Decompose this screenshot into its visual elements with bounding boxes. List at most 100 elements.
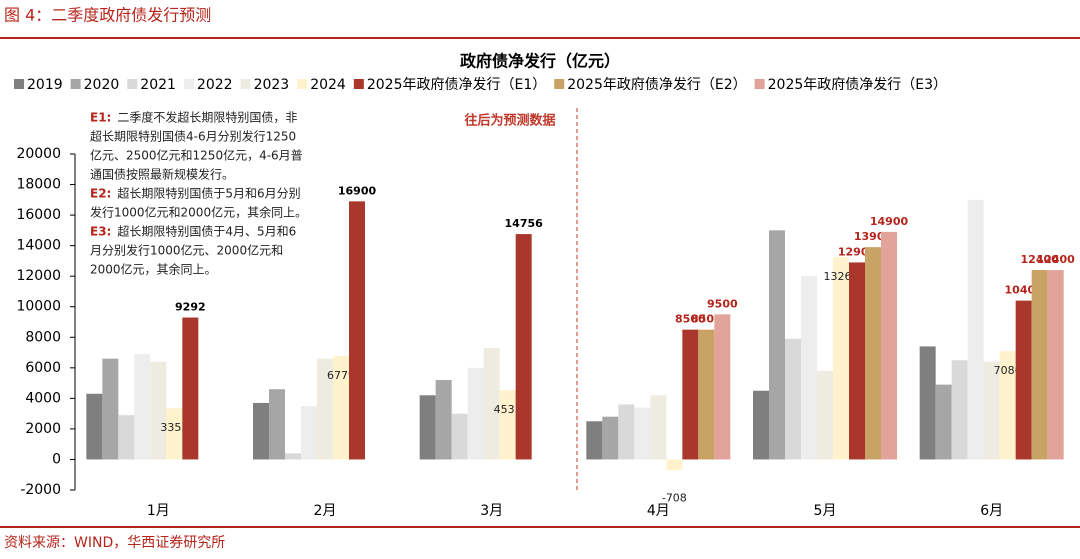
bar: [951, 360, 968, 460]
y-tick-label: 6000: [25, 360, 61, 376]
source: 资料来源：WIND，华西证券研究所: [4, 535, 225, 551]
x-tick-label: 3月: [480, 503, 503, 519]
x-tick-label: 1月: [147, 503, 170, 519]
x-tick-label: 4月: [647, 503, 670, 519]
bar: [919, 346, 936, 460]
legend-swatch: [70, 79, 81, 89]
bar: [650, 395, 667, 460]
bar: [182, 317, 199, 460]
data-label: 7086: [994, 364, 1022, 377]
bar: [102, 358, 119, 460]
data-label: 12400: [1037, 253, 1076, 266]
bar: [967, 199, 984, 460]
bar: [935, 384, 952, 460]
legend-label: 2019: [27, 77, 63, 93]
bar: [467, 367, 484, 460]
legend-swatch: [240, 79, 251, 89]
data-label: 4533: [494, 403, 522, 416]
bar: [349, 201, 365, 460]
y-tick-label: 4000: [25, 390, 61, 406]
bar: [817, 370, 833, 460]
bar: [618, 404, 635, 460]
header-title: 图 4：二季度政府债发行预测: [4, 6, 211, 25]
bar: [483, 347, 500, 460]
bar: [865, 247, 881, 460]
bar: [166, 408, 183, 460]
note-label: E3:: [90, 225, 111, 239]
y-tick-label: 20000: [16, 146, 61, 162]
forecast-note: 往后为预测数据: [464, 113, 555, 129]
legend-swatch: [754, 79, 765, 89]
y-tick-label: 0: [52, 451, 61, 467]
bar: [285, 453, 301, 460]
bar: [698, 329, 715, 460]
data-label: 6779: [327, 369, 355, 382]
bar: [1031, 270, 1048, 460]
data-label: -708: [662, 491, 687, 504]
note-line: 月分别发行1000亿元、2000亿元和: [90, 243, 283, 258]
legend-label: 2023: [254, 77, 290, 93]
note-line: 超长期限特别国债4-6月分别发行1250: [90, 129, 296, 144]
note-label: E1:: [90, 111, 111, 125]
y-tick-label: 18000: [16, 177, 61, 193]
bar: [801, 276, 817, 460]
bar: [586, 421, 603, 460]
data-label: 8500: [675, 313, 706, 326]
bar: [317, 358, 333, 460]
note-line: 亿元、2500亿元和1250亿元，4-6月普: [90, 148, 303, 163]
legend-swatch: [297, 79, 308, 89]
bar: [86, 393, 103, 460]
y-tick-label: 16000: [16, 207, 61, 223]
bar: [666, 459, 683, 471]
legend-label: 2024: [310, 77, 346, 93]
legend-label: 2020: [84, 77, 120, 93]
x-tick-label: 6月: [980, 503, 1003, 519]
x-tick-label: 2月: [314, 503, 337, 519]
y-tick-label: -2000: [20, 482, 61, 498]
legend-swatch: [353, 79, 364, 89]
y-tick-label: 14000: [16, 238, 61, 254]
bar: [150, 361, 167, 460]
data-label: 9500: [707, 297, 738, 310]
data-label: 12400: [1021, 253, 1060, 266]
bar: [1047, 270, 1064, 460]
bar: [451, 413, 468, 460]
note-line: 超长期限特别国债于5月和6月分别: [117, 186, 300, 201]
y-tick-label: 12000: [16, 268, 61, 284]
legend-label: 2025年政府债净发行（E3）: [768, 77, 947, 93]
bar: [118, 415, 135, 460]
data-label: 3353: [160, 421, 188, 434]
data-label: 8500: [691, 313, 722, 326]
note-label: E2:: [90, 187, 111, 201]
bar: [515, 234, 532, 460]
data-label: 9292: [175, 301, 206, 314]
legend-label: 2022: [197, 77, 233, 93]
bar: [253, 402, 269, 460]
y-tick-label: 2000: [25, 421, 61, 437]
legend-swatch: [183, 79, 194, 89]
bar: [983, 361, 1000, 460]
note-line: 通国债按照最新规模发行。: [90, 167, 234, 182]
bar: [269, 389, 285, 460]
bar: [849, 262, 865, 460]
legend-label: 2025年政府债净发行（E1）: [367, 77, 546, 93]
bar: [602, 416, 619, 460]
note-line: 二季度不发超长期限特别国债，非: [117, 110, 297, 125]
bar: [301, 406, 317, 460]
legend-swatch: [554, 79, 565, 89]
legend-swatch: [14, 79, 24, 89]
bar: [634, 407, 651, 460]
bar: [1015, 300, 1032, 460]
legend-swatch: [127, 79, 138, 89]
bar: [881, 231, 897, 460]
bar: [333, 355, 349, 460]
legend-label: 2025年政府债净发行（E2）: [567, 77, 746, 93]
bar: [134, 354, 151, 460]
y-tick-label: 8000: [25, 329, 61, 345]
bar: [833, 256, 849, 460]
data-label: 14756: [505, 217, 544, 230]
y-tick-label: 10000: [16, 299, 61, 315]
bar: [435, 380, 452, 460]
note-line: 2000亿元，其余同上。: [90, 262, 217, 277]
x-tick-label: 5月: [814, 503, 837, 519]
